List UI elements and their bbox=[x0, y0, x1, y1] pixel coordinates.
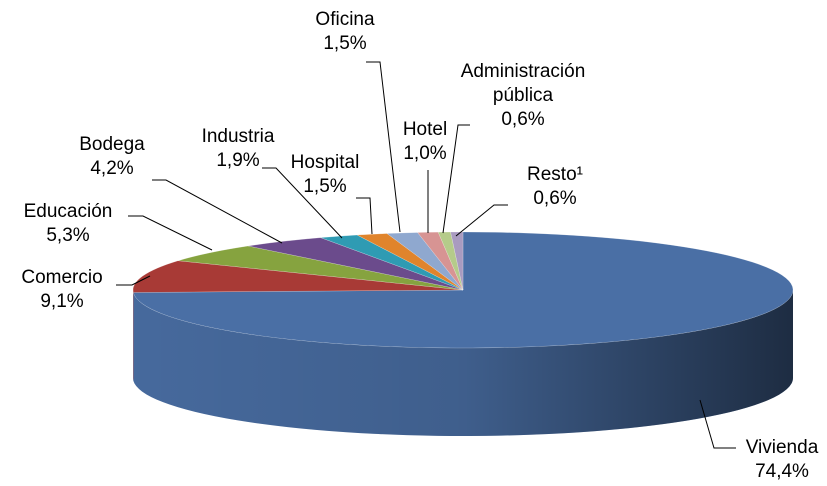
slice bbox=[437, 231, 464, 291]
slice-label: Industria 1,9% bbox=[148, 125, 328, 173]
slice-label: Resto¹ 0,6% bbox=[465, 163, 645, 211]
value-label: 1,5% bbox=[323, 33, 367, 54]
category-label: Comercio bbox=[21, 267, 103, 288]
side-shade bbox=[133, 290, 793, 436]
slice-label: Comercio 9,1% bbox=[0, 266, 152, 314]
slice bbox=[132, 260, 464, 293]
category-label: Oficina bbox=[315, 9, 375, 30]
value-label: 9,1% bbox=[40, 291, 84, 312]
slice bbox=[178, 245, 464, 291]
slice-label: Hotel 1,0% bbox=[335, 118, 515, 166]
slice bbox=[132, 231, 794, 349]
leader-line bbox=[356, 197, 373, 235]
value-label: 0,6% bbox=[533, 188, 577, 209]
category-label: Resto¹ bbox=[527, 164, 583, 185]
leader-line bbox=[152, 179, 283, 244]
slice bbox=[450, 231, 464, 291]
value-label: 1,5% bbox=[303, 176, 347, 197]
leader-line bbox=[128, 215, 213, 251]
slice bbox=[386, 232, 464, 291]
slice-label: Hospital 1,5% bbox=[235, 151, 415, 199]
category-label: Administración pública bbox=[460, 61, 586, 106]
value-label: 1,0% bbox=[403, 143, 447, 164]
value-label: 74,4% bbox=[755, 461, 809, 482]
leader-line bbox=[262, 167, 343, 239]
slice bbox=[356, 233, 464, 291]
value-label: 5,3% bbox=[46, 225, 90, 246]
category-label: Educación bbox=[23, 201, 113, 222]
slice-label: Bodega 4,2% bbox=[22, 133, 202, 181]
leader-line bbox=[455, 204, 508, 237]
value-label: 4,2% bbox=[90, 158, 134, 179]
slice-label: Vivienda 74,4% bbox=[692, 436, 827, 484]
slice-label: Educación 5,3% bbox=[0, 200, 158, 248]
slice-label: Administración pública 0,6% bbox=[433, 60, 613, 132]
leader-line bbox=[366, 61, 401, 233]
category-label: Hotel bbox=[402, 119, 448, 140]
leader-line bbox=[699, 399, 736, 449]
slice-label: Oficina 1,5% bbox=[255, 8, 435, 56]
category-label: Vivienda bbox=[745, 437, 819, 458]
category-label: Industria bbox=[201, 126, 275, 147]
category-label: Bodega bbox=[79, 134, 145, 155]
category-label: Hospital bbox=[290, 152, 360, 173]
leader-line bbox=[442, 124, 470, 234]
slice bbox=[320, 234, 464, 291]
value-label: 1,9% bbox=[216, 150, 260, 171]
slice bbox=[248, 237, 464, 291]
value-label: 0,6% bbox=[501, 109, 545, 130]
leader-line bbox=[116, 275, 151, 286]
